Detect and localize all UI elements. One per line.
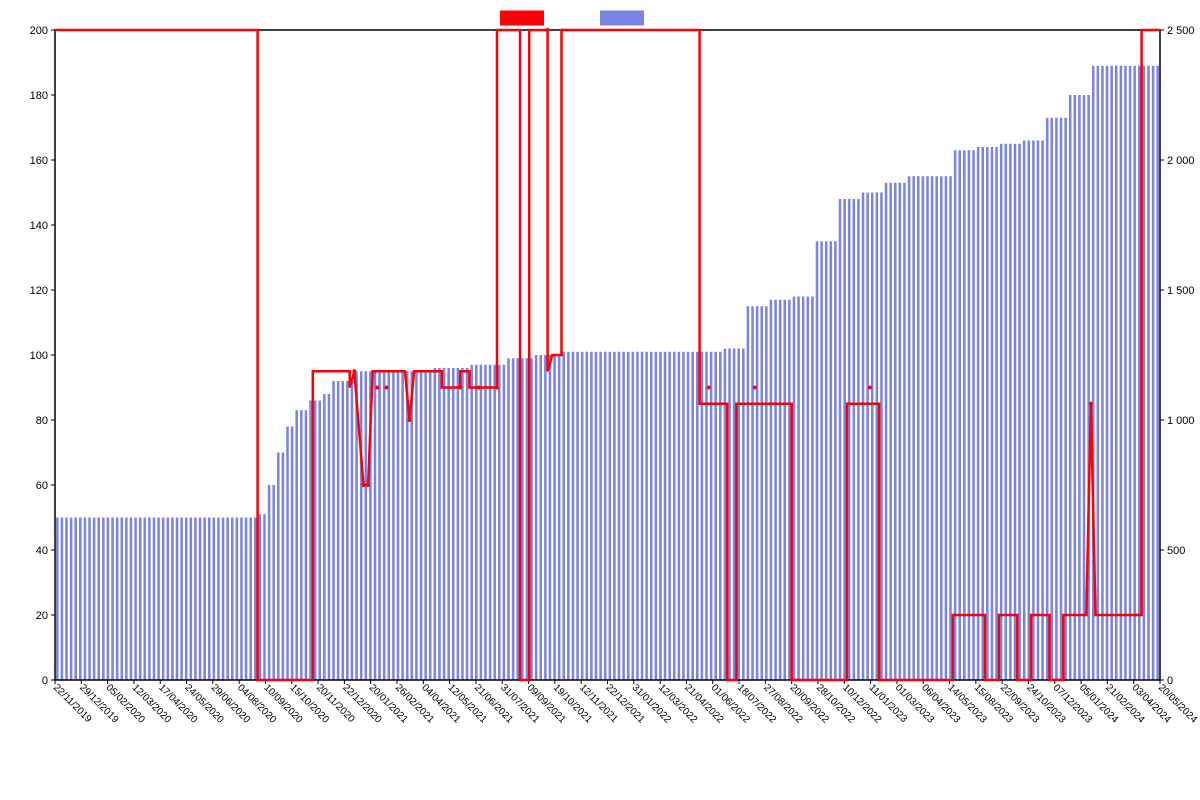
svg-text:40: 40: [36, 545, 48, 557]
svg-text:200: 200: [30, 25, 48, 37]
svg-text:1 000: 1 000: [1167, 415, 1195, 427]
svg-text:160: 160: [30, 155, 48, 167]
svg-text:140: 140: [30, 220, 48, 232]
svg-text:180: 180: [30, 90, 48, 102]
svg-text:0: 0: [42, 675, 48, 687]
svg-text:120: 120: [30, 285, 48, 297]
svg-text:100: 100: [30, 350, 48, 362]
svg-text:2 000: 2 000: [1167, 155, 1195, 167]
svg-text:80: 80: [36, 415, 48, 427]
svg-text:60: 60: [36, 480, 48, 492]
svg-text:0: 0: [1167, 675, 1173, 687]
chart-svg: 0 20 40 60 80 100 120 140 160 180 200 0 500 1 000 1 50…: [0, 0, 1200, 800]
chart-container: 0 20 40 60 80 100 120 140 160 180 200 0 500 1 000 1 50…: [0, 0, 1200, 800]
svg-text:1 500: 1 500: [1167, 285, 1195, 297]
svg-text:500: 500: [1167, 545, 1185, 557]
bars-group: [56, 66, 1159, 680]
svg-text:20: 20: [36, 610, 48, 622]
svg-text:2 500: 2 500: [1167, 25, 1195, 37]
